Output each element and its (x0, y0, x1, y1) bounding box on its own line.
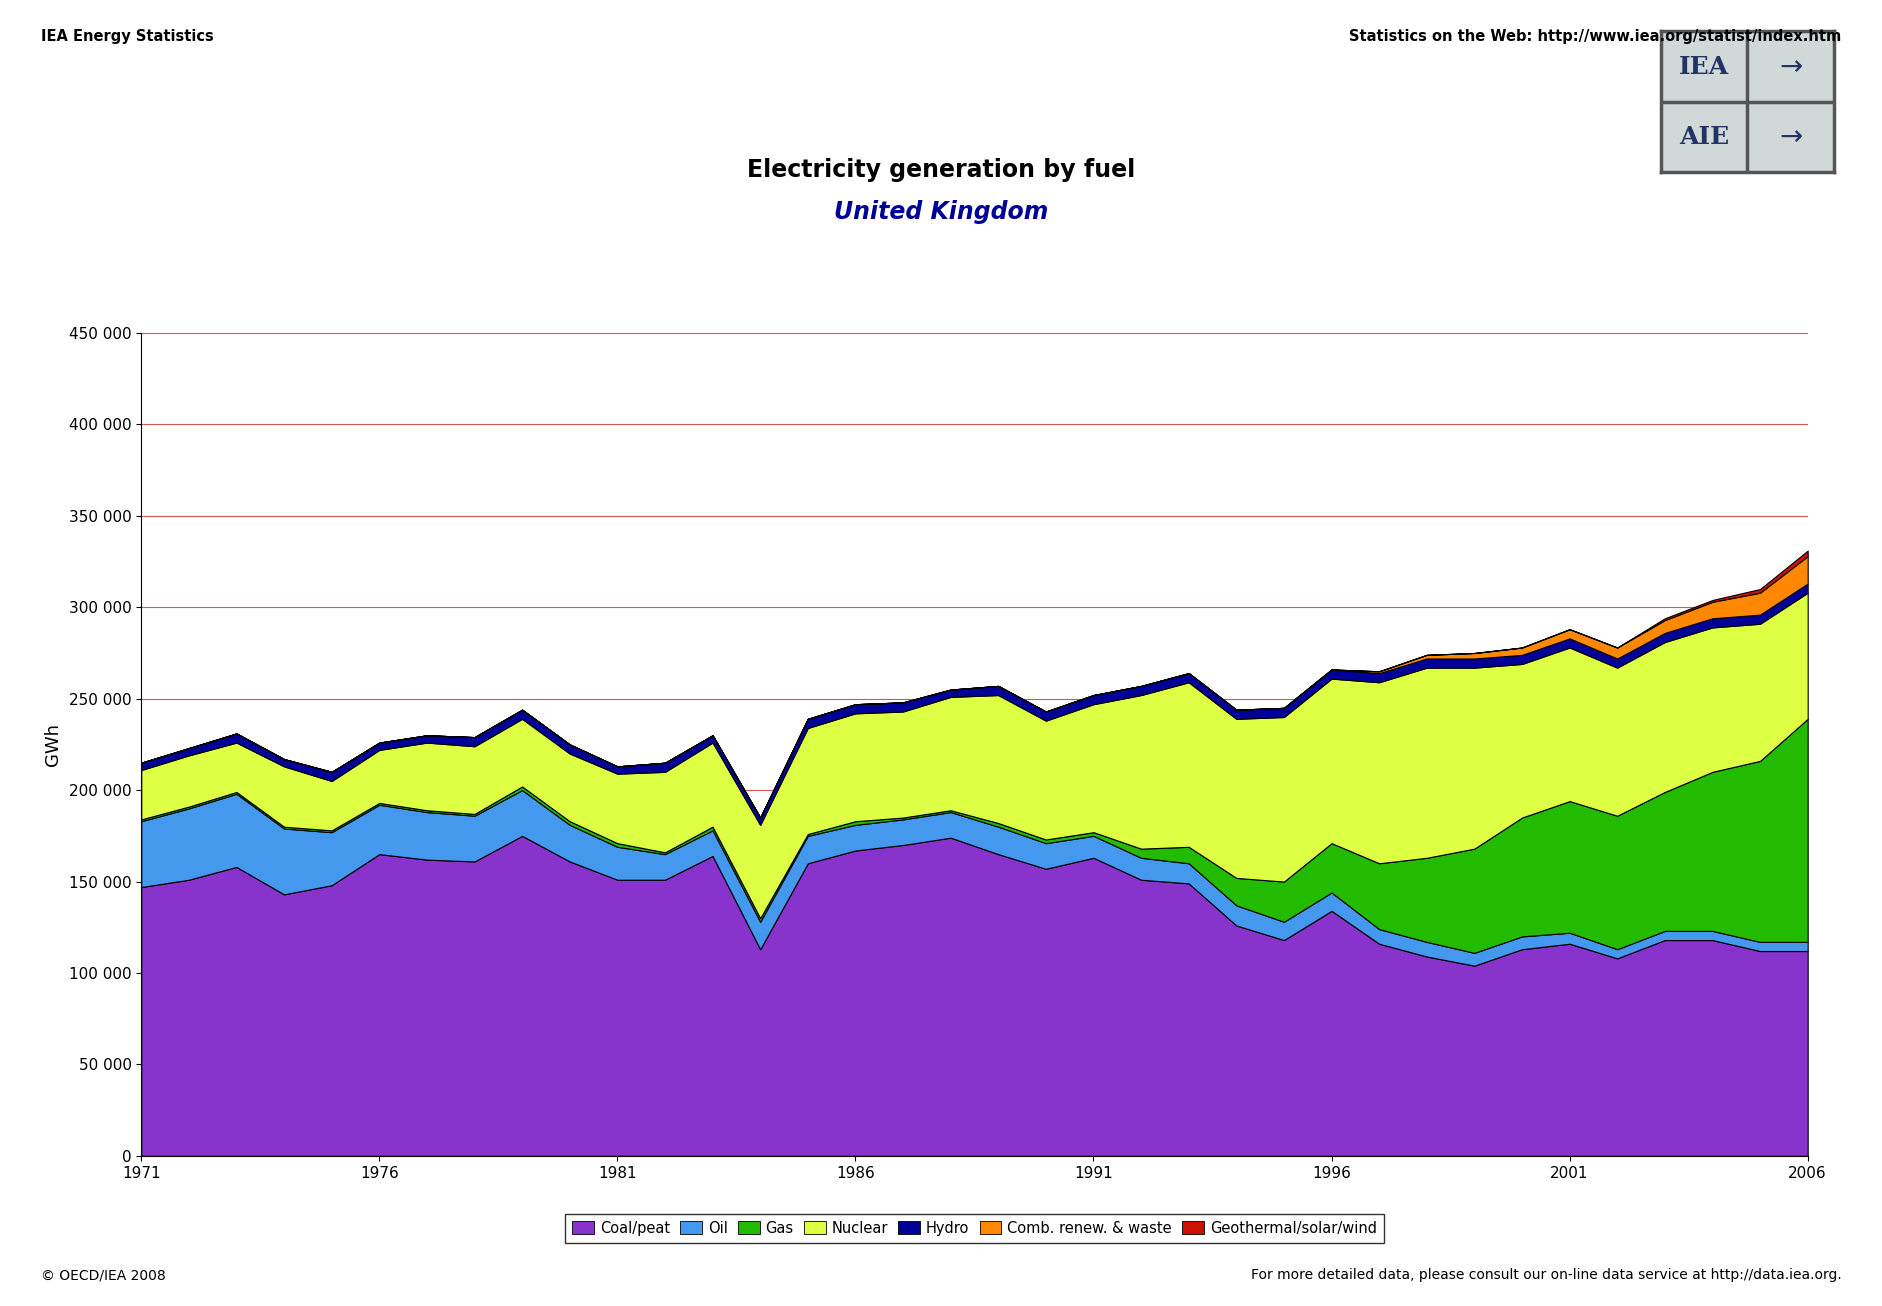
Legend: Coal/peat, Oil, Gas, Nuclear, Hydro, Comb. renew. & waste, Geothermal/solar/wind: Coal/peat, Oil, Gas, Nuclear, Hydro, Com… (565, 1213, 1383, 1243)
Text: Electricity generation by fuel: Electricity generation by fuel (747, 158, 1135, 182)
Text: →: → (1778, 52, 1801, 81)
Text: IEA: IEA (1679, 55, 1728, 78)
Text: © OECD/IEA 2008: © OECD/IEA 2008 (41, 1268, 166, 1282)
Text: Statistics on the Web: http://www.iea.org/statist/index.htm: Statistics on the Web: http://www.iea.or… (1349, 29, 1841, 43)
Text: For more detailed data, please consult our on-line data service at http://data.i: For more detailed data, please consult o… (1250, 1268, 1841, 1282)
Text: IEA Energy Statistics: IEA Energy Statistics (41, 29, 215, 43)
Y-axis label: GWh: GWh (43, 724, 62, 765)
Text: United Kingdom: United Kingdom (834, 200, 1048, 223)
Text: AIE: AIE (1679, 125, 1728, 149)
Text: →: → (1778, 123, 1801, 151)
